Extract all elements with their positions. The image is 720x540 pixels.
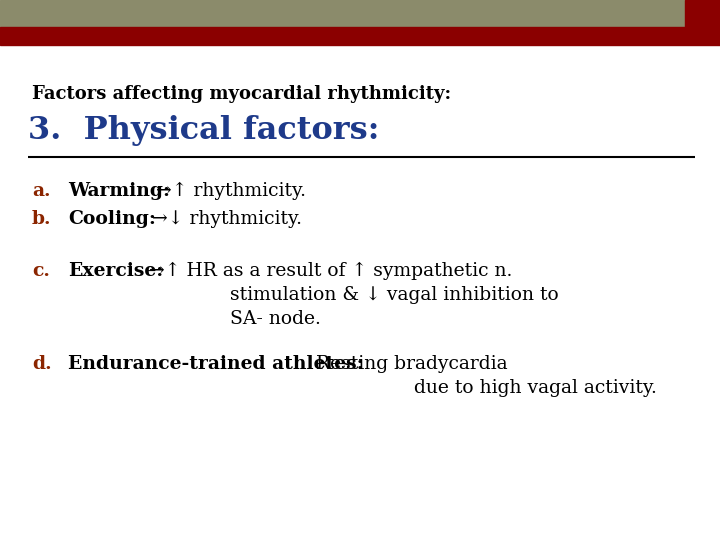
Text: Endurance-trained athletes:: Endurance-trained athletes: xyxy=(68,355,364,373)
Text: b.: b. xyxy=(32,210,52,228)
Bar xyxy=(0,0,685,27)
Text: Factors affecting myocardial rhythmicity:: Factors affecting myocardial rhythmicity… xyxy=(32,85,451,103)
Text: SA- node.: SA- node. xyxy=(230,310,321,328)
Text: Cooling:: Cooling: xyxy=(68,210,156,228)
Text: →↓ rhythmicity.: →↓ rhythmicity. xyxy=(146,210,302,228)
Text: stimulation & ↓ vagal inhibition to: stimulation & ↓ vagal inhibition to xyxy=(230,286,559,304)
Text: due to high vagal activity.: due to high vagal activity. xyxy=(414,379,657,397)
Text: a.: a. xyxy=(32,182,50,200)
Text: →↑ rhythmicity.: →↑ rhythmicity. xyxy=(150,182,306,200)
Text: c.: c. xyxy=(32,262,50,280)
Text: →↑ HR as a result of ↑ sympathetic n.: →↑ HR as a result of ↑ sympathetic n. xyxy=(143,262,513,280)
Text: Warming:: Warming: xyxy=(68,182,170,200)
Text: 3.  Physical factors:: 3. Physical factors: xyxy=(28,115,379,146)
Text: Resting bradycardia: Resting bradycardia xyxy=(310,355,508,373)
Bar xyxy=(685,0,720,27)
Bar xyxy=(0,27,720,45)
Text: d.: d. xyxy=(32,355,52,373)
Text: Exercise:: Exercise: xyxy=(68,262,163,280)
